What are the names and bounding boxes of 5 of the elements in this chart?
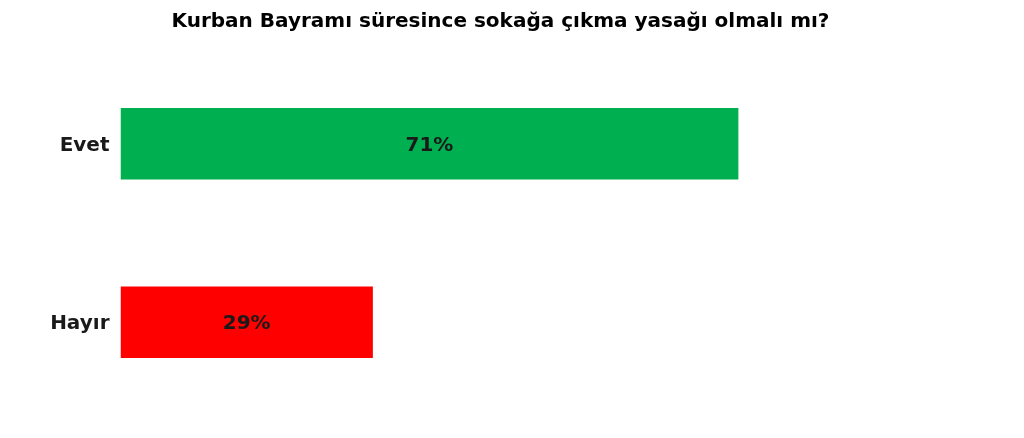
y-tick-label: Evet — [59, 131, 110, 156]
y-tick-label: Hayır — [50, 310, 110, 335]
data-label: 71% — [405, 131, 454, 156]
chart-title: Kurban Bayramı süresince sokağa çıkma yasağı olmalı mı? — [171, 7, 830, 32]
data-label: 29% — [222, 310, 271, 335]
